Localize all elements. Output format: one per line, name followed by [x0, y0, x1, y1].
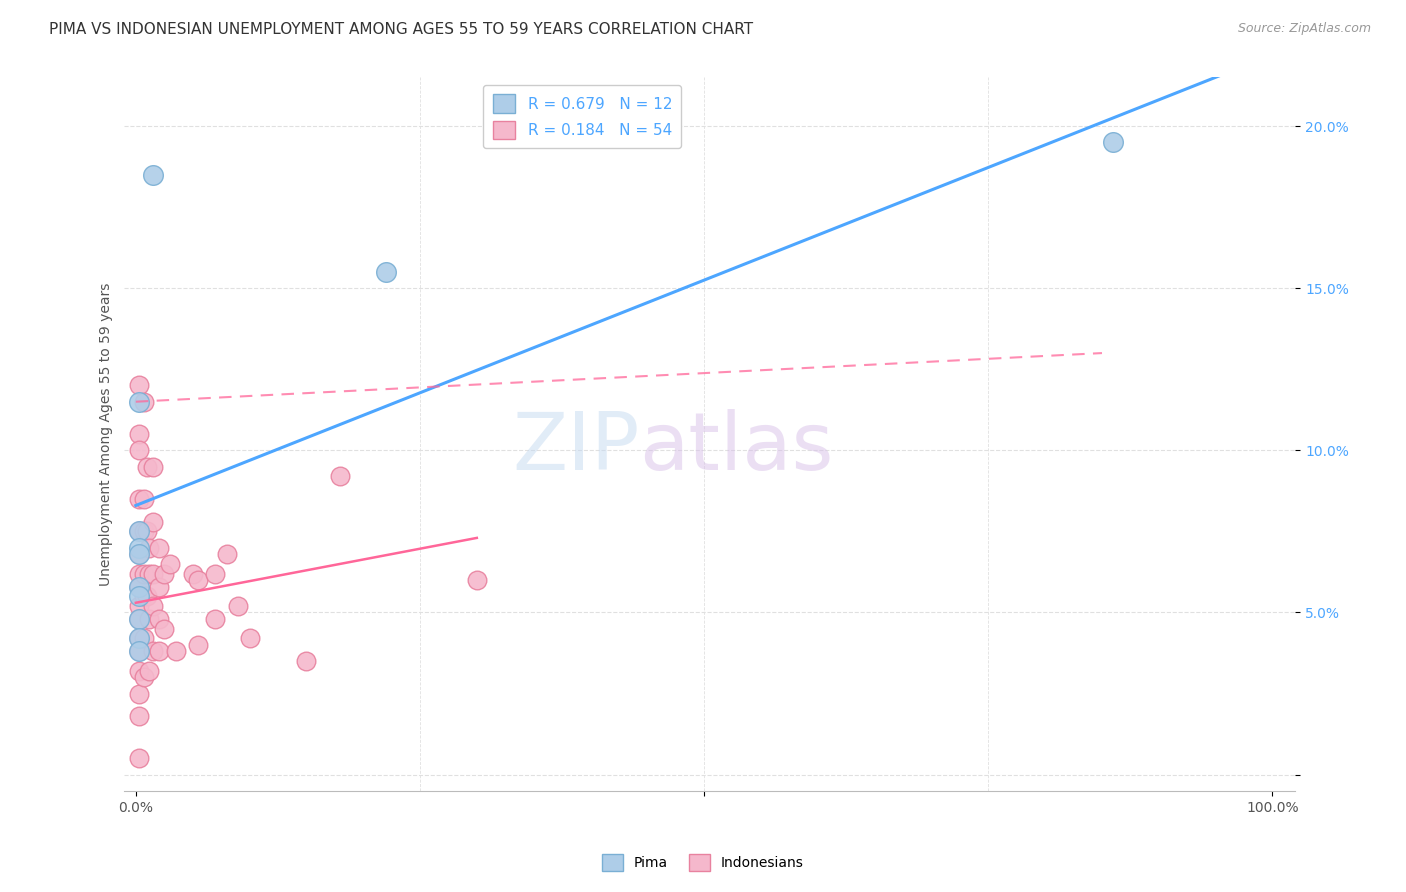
Point	[128, 378, 150, 392]
Point	[215, 547, 238, 561]
Point	[132, 670, 155, 684]
Point	[204, 566, 226, 581]
Point	[142, 168, 165, 182]
Point	[132, 632, 155, 646]
Point	[136, 589, 159, 603]
Point	[128, 524, 150, 539]
Point	[142, 459, 165, 474]
Point	[204, 612, 226, 626]
Point	[128, 491, 150, 506]
Point	[142, 566, 165, 581]
Point	[238, 632, 260, 646]
Point	[128, 524, 150, 539]
Point	[128, 394, 150, 409]
Point	[128, 443, 150, 458]
Point	[136, 524, 159, 539]
Point	[187, 573, 209, 587]
Point	[128, 566, 150, 581]
Point	[153, 566, 176, 581]
Point	[132, 566, 155, 581]
Point	[128, 541, 150, 555]
Point	[128, 612, 150, 626]
Point	[132, 524, 155, 539]
Point	[128, 427, 150, 442]
Point	[128, 751, 150, 765]
Point	[148, 612, 170, 626]
Point	[132, 589, 155, 603]
Legend: Pima, Indonesians: Pima, Indonesians	[596, 848, 810, 876]
Point	[128, 687, 150, 701]
Text: atlas: atlas	[640, 409, 834, 487]
Point	[128, 580, 150, 594]
Y-axis label: Unemployment Among Ages 55 to 59 years: Unemployment Among Ages 55 to 59 years	[100, 283, 114, 586]
Text: ZIP: ZIP	[512, 409, 640, 487]
Point	[181, 566, 204, 581]
Point	[128, 664, 150, 678]
Point	[128, 644, 150, 658]
Point	[148, 644, 170, 658]
Point	[187, 638, 209, 652]
Point	[138, 541, 160, 555]
Point	[128, 589, 150, 603]
Point	[138, 664, 160, 678]
Point	[329, 469, 352, 483]
Point	[153, 622, 176, 636]
Point	[128, 547, 150, 561]
Point	[142, 644, 165, 658]
Point	[159, 557, 181, 571]
Text: PIMA VS INDONESIAN UNEMPLOYMENT AMONG AGES 55 TO 59 YEARS CORRELATION CHART: PIMA VS INDONESIAN UNEMPLOYMENT AMONG AG…	[49, 22, 754, 37]
Point	[374, 265, 396, 279]
Point	[1102, 136, 1125, 150]
Point	[142, 515, 165, 529]
Point	[132, 394, 155, 409]
Point	[132, 491, 155, 506]
Point	[295, 654, 318, 668]
Point	[165, 644, 187, 658]
Point	[128, 612, 150, 626]
Text: Source: ZipAtlas.com: Source: ZipAtlas.com	[1237, 22, 1371, 36]
Point	[142, 599, 165, 613]
Point	[136, 459, 159, 474]
Point	[465, 573, 488, 587]
Point	[128, 547, 150, 561]
Point	[128, 580, 150, 594]
Point	[128, 599, 150, 613]
Point	[128, 709, 150, 723]
Point	[128, 644, 150, 658]
Point	[148, 541, 170, 555]
Point	[138, 566, 160, 581]
Point	[148, 580, 170, 594]
Point	[226, 599, 249, 613]
Point	[128, 632, 150, 646]
Legend: R = 0.679   N = 12, R = 0.184   N = 54: R = 0.679 N = 12, R = 0.184 N = 54	[484, 85, 682, 148]
Point	[138, 612, 160, 626]
Point	[128, 632, 150, 646]
